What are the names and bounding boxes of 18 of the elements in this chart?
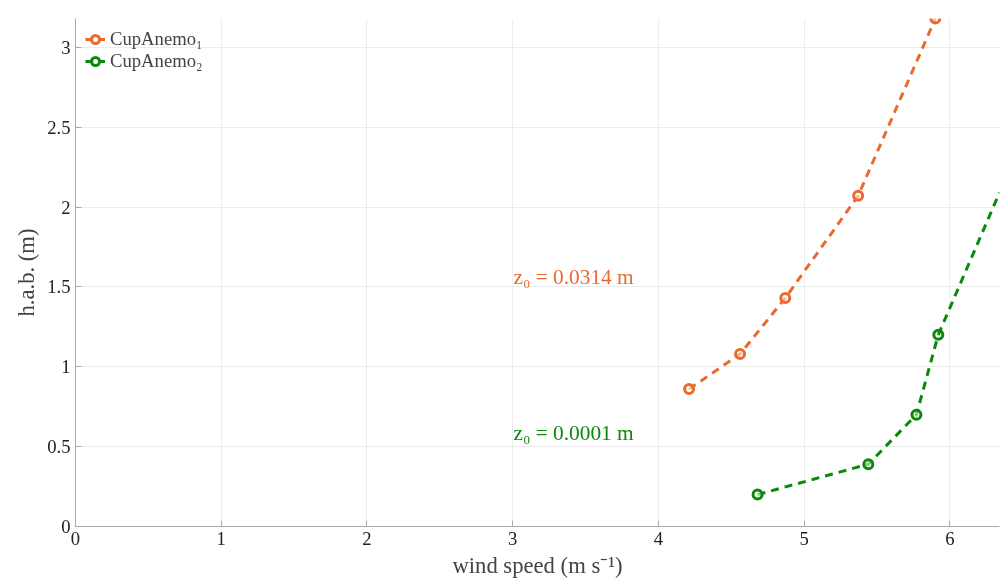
y-tick-label: 0.5 — [47, 436, 71, 458]
y-tick-label: 2 — [61, 196, 71, 218]
x-tick-label: 1 — [216, 527, 226, 549]
y-tick-label: 1.5 — [47, 276, 71, 298]
legend-label: CupAnemo₂ — [110, 50, 203, 72]
y-axis-title: h.a.b. (m) — [14, 228, 40, 317]
x-tick-label: 5 — [799, 527, 809, 549]
x-tick-label: 4 — [653, 527, 664, 549]
x-tick-label: 6 — [945, 527, 955, 549]
y-tick-label: 1 — [61, 356, 71, 378]
x-tick-label: 2 — [362, 527, 372, 549]
x-tick-label: 3 — [508, 527, 518, 549]
y-tick-label: 3 — [61, 36, 71, 58]
annotation: z₀ = 0.0001 m — [513, 420, 635, 445]
annotation: z₀ = 0.0314 m — [513, 264, 635, 289]
x-axis-title: wind speed (m s⁻¹) — [452, 552, 623, 578]
y-tick-label: 2.5 — [47, 116, 71, 138]
legend-label: CupAnemo₁ — [110, 28, 203, 50]
